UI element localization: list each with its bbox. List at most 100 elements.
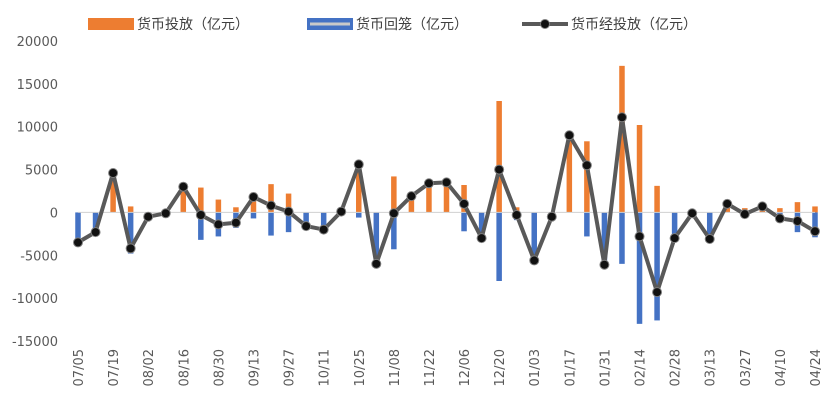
bar-withdrawal	[706, 212, 713, 239]
bar-withdrawal	[250, 212, 257, 219]
legend-label-2: 货币经投放（亿元）	[571, 16, 697, 33]
net-point	[546, 211, 557, 222]
bar-withdrawal	[356, 212, 362, 218]
net-point	[108, 168, 119, 178]
bar-injection	[443, 181, 450, 213]
net-point	[599, 259, 610, 270]
legend-label-1: 货币回笼（亿元）	[356, 16, 468, 33]
x-tick-label: 10/25	[353, 349, 368, 386]
net-point	[195, 210, 206, 220]
net-point	[757, 201, 768, 212]
bar-injection	[794, 202, 801, 213]
net-point	[616, 112, 627, 123]
x-tick-label: 11/22	[423, 349, 438, 386]
bar-withdrawal	[391, 212, 397, 250]
bar-withdrawal	[654, 212, 660, 321]
y-tick-label: -5000	[20, 249, 58, 264]
net-point	[178, 181, 189, 192]
net-point	[143, 211, 154, 222]
y-tick-label: 20000	[17, 35, 58, 50]
bar-withdrawal	[478, 212, 485, 239]
bar-withdrawal	[92, 212, 99, 233]
legend-marker-2	[540, 19, 550, 29]
bar-withdrawal	[198, 212, 204, 240]
net-point	[125, 243, 136, 254]
x-tick-label: 04/24	[809, 349, 824, 386]
y-tick-label: 10000	[17, 121, 58, 136]
bar-injection	[356, 164, 362, 213]
x-tick-label: 09/13	[247, 349, 262, 386]
bar-injection	[812, 206, 818, 213]
net-point	[529, 255, 540, 266]
x-tick-label: 07/19	[107, 349, 122, 386]
x-tick-label: 10/11	[318, 349, 333, 386]
net-point	[581, 160, 592, 171]
net-point	[634, 231, 645, 242]
x-tick-label: 02/14	[634, 349, 649, 386]
net-point	[774, 213, 785, 224]
y-tick-label: -10000	[12, 292, 58, 307]
bar-injection	[566, 135, 573, 213]
net-point	[336, 206, 347, 217]
bar-injection	[654, 185, 660, 213]
net-point	[371, 258, 382, 269]
net-point	[266, 200, 277, 211]
net-point	[704, 234, 715, 244]
x-tick-label: 03/13	[704, 349, 719, 386]
x-tick-label: 01/17	[563, 349, 578, 386]
bar-injection	[636, 125, 643, 213]
net-point	[494, 164, 505, 175]
net-point	[423, 178, 434, 189]
bar-injection	[619, 65, 625, 213]
x-tick-label: 08/30	[212, 349, 227, 386]
bar-withdrawal	[320, 212, 327, 230]
bar-withdrawal	[531, 212, 537, 261]
x-tick-label: 01/03	[528, 349, 543, 386]
bar-withdrawal	[461, 212, 467, 232]
net-point	[739, 209, 750, 220]
net-point	[213, 219, 224, 230]
net-point	[652, 287, 663, 298]
bar-injection	[268, 184, 274, 213]
bar-withdrawal	[601, 212, 608, 265]
bar-injection	[461, 185, 467, 213]
net-point	[476, 233, 487, 244]
y-tick-label: -15000	[12, 335, 58, 350]
y-tick-label: 5000	[25, 164, 58, 179]
y-tick-label: 0	[50, 206, 58, 221]
net-point	[687, 208, 698, 219]
x-tick-label: 12/06	[458, 349, 473, 386]
bar-injection	[198, 187, 204, 213]
bar-injection	[496, 101, 502, 213]
x-tick-label: 11/08	[388, 349, 403, 386]
net-point	[792, 216, 803, 226]
net-point	[90, 227, 101, 238]
x-tick-label: 08/02	[142, 349, 157, 386]
bar-injection	[777, 208, 783, 213]
bar-withdrawal	[75, 212, 81, 243]
net-point	[669, 233, 680, 244]
x-tick-label: 02/28	[669, 349, 684, 386]
bar-withdrawal	[636, 212, 643, 324]
net-point	[283, 206, 294, 217]
bar-injection	[110, 173, 116, 213]
bar-injection	[233, 207, 239, 213]
bar-withdrawal	[671, 212, 678, 239]
x-axis: 07/05 07/19 08/02 08/16 08/30 09/13 09/27 10/11…	[72, 349, 824, 386]
net-point	[388, 208, 399, 219]
legend: 货币投放（亿元） 货币回笼（亿元） 货币经投放（亿元）	[88, 16, 697, 33]
bar-injection	[285, 193, 292, 213]
net-point	[318, 224, 329, 235]
legend-swatch-0	[88, 18, 134, 30]
bar-injection	[426, 184, 432, 213]
net-point	[230, 217, 241, 228]
bar-withdrawal	[812, 212, 818, 238]
net-point	[564, 130, 575, 141]
bar-injection	[391, 176, 397, 213]
bar-withdrawal	[285, 212, 292, 233]
bar-withdrawal	[496, 212, 502, 281]
bar-withdrawal	[127, 212, 134, 254]
bar-withdrawal	[619, 212, 625, 264]
